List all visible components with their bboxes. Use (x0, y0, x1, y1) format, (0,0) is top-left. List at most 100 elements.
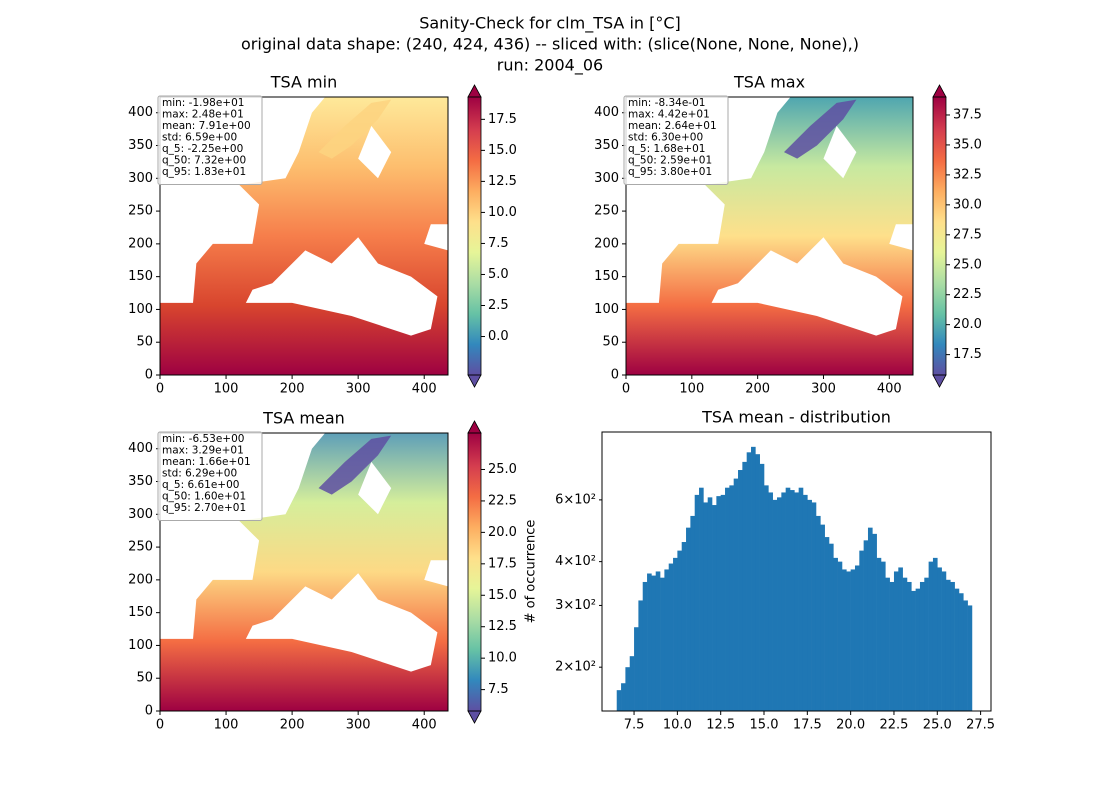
bar (898, 567, 903, 711)
bar (764, 485, 769, 711)
y-tick-label: 400 (128, 441, 153, 456)
bar (876, 557, 882, 711)
bar (837, 561, 843, 711)
stats-line: q_95: 2.70e+01 (162, 502, 246, 514)
y-tick-label: 0 (145, 704, 153, 719)
x-tick-label: 22.5 (879, 718, 908, 733)
bar (811, 502, 817, 711)
bar (802, 494, 808, 711)
y-tick-label: 300 (594, 171, 619, 186)
bar (729, 485, 734, 711)
colorbar-extend-bottom (467, 374, 482, 388)
colorbar-tick-label: 17.5 (488, 556, 517, 571)
stats-line: mean: 7.91e+00 (162, 120, 251, 132)
colorbar-frame (467, 96, 482, 376)
sea (711, 237, 903, 336)
colorbar-tick-label: 37.5 (953, 107, 982, 122)
stats-line: min: -6.53e+00 (162, 433, 244, 445)
bar (716, 496, 721, 711)
y-tick-label: 150 (128, 269, 153, 284)
bar (647, 573, 652, 711)
x-tick-label: 12.5 (706, 718, 735, 733)
x-tick-label: 0 (156, 718, 164, 733)
bar (815, 515, 821, 711)
colorbar-tick-label: 30.0 (953, 197, 982, 212)
stats-line: std: 6.29e+00 (162, 468, 237, 480)
bar (833, 557, 838, 711)
bar (937, 567, 942, 711)
bar (911, 590, 916, 711)
bar (880, 561, 886, 711)
bar (629, 656, 635, 711)
mountain-patch (318, 99, 392, 159)
stats-line: q_95: 1.83e+01 (162, 166, 246, 178)
axes-title: TSA mean - distribution (701, 408, 891, 427)
sea (823, 125, 857, 179)
x-tick-label: 17.5 (793, 718, 822, 733)
bar (703, 502, 708, 711)
y-tick-label: 3×10² (555, 598, 596, 613)
bar (906, 581, 912, 711)
stats-box (623, 95, 729, 185)
y-tick-label: 350 (594, 138, 619, 153)
stats-line: q_95: 3.80e+01 (628, 166, 712, 178)
stats-line: std: 6.30e+00 (628, 132, 703, 144)
bar (634, 627, 639, 711)
figure-subtitle: run: 2004_06 (497, 56, 603, 76)
y-tick-label: 250 (128, 540, 153, 555)
stats-box (157, 95, 263, 185)
colorbar-tick-label: 5.0 (488, 267, 509, 282)
colorbar-tick-label: 27.5 (953, 227, 982, 242)
bar (963, 600, 968, 711)
x-tick-label: 20.0 (836, 718, 865, 733)
bar (625, 667, 631, 711)
y-tick-label: 200 (128, 572, 153, 587)
bar (720, 494, 726, 711)
colorbar-extend-top (932, 84, 947, 98)
colorbar-extend-bottom (932, 374, 947, 388)
bar (677, 550, 683, 711)
colorbar-tick-label: 12.5 (488, 619, 517, 634)
bar (707, 497, 713, 711)
bar (772, 499, 778, 711)
bar (932, 557, 938, 711)
x-tick-label: 200 (280, 382, 305, 397)
axes-title: TSA min (270, 73, 337, 92)
bar (885, 577, 890, 711)
bar (919, 581, 925, 711)
bar (725, 487, 730, 711)
colorbar (933, 97, 946, 375)
axes-frame (159, 432, 449, 712)
sea (245, 237, 438, 336)
bar (755, 454, 760, 711)
x-tick-label: 400 (412, 382, 437, 397)
bar (699, 487, 704, 711)
bar (924, 577, 929, 711)
stats-line: min: -1.98e+01 (162, 97, 244, 109)
colorbar-extend-top (467, 84, 482, 98)
sea (245, 573, 438, 672)
bar (889, 581, 895, 711)
stats-line: mean: 2.64e+01 (628, 120, 717, 132)
colorbar-tick-label: 7.5 (488, 682, 509, 697)
bar (712, 505, 717, 711)
sea (424, 224, 448, 251)
stats-box (157, 431, 263, 521)
y-axis-label: # of occurrence (524, 520, 539, 624)
bar (673, 557, 678, 711)
stats-line: q_5: 6.61e+00 (162, 479, 239, 491)
sea (889, 224, 913, 251)
stats-line: q_50: 1.60e+01 (162, 491, 246, 503)
bar (781, 492, 786, 711)
y-tick-label: 250 (594, 204, 619, 219)
bar (954, 588, 960, 711)
y-tick-label: 400 (128, 105, 153, 120)
y-tick-label: 200 (128, 236, 153, 251)
y-tick-label: 6×10² (555, 492, 596, 507)
x-tick-label: 0 (156, 382, 164, 397)
colorbar-tick-label: 22.5 (488, 493, 517, 508)
colorbar-tick-label: 20.0 (488, 525, 517, 540)
x-tick-label: 27.5 (966, 718, 995, 733)
x-tick-label: 300 (811, 382, 836, 397)
stats-line: q_50: 2.59e+01 (628, 155, 712, 167)
